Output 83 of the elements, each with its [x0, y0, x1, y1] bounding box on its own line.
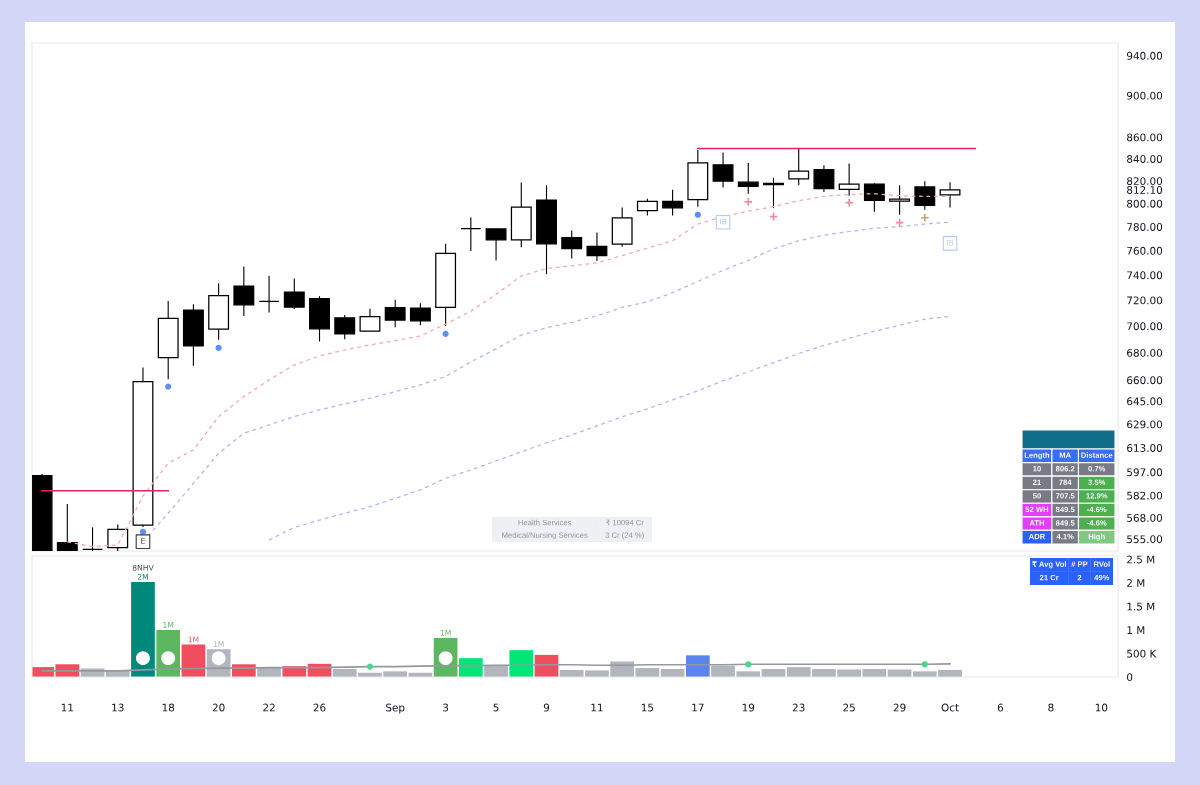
- y-tick-label: 629.00: [1127, 420, 1163, 429]
- y-tick-label: 940.00: [1126, 51, 1163, 60]
- point: [135, 534, 151, 549]
- candlestick: [813, 164, 835, 193]
- y-tick-label: 680.00: [1127, 348, 1163, 357]
- candlestick: [359, 308, 381, 332]
- point: [139, 528, 147, 535]
- point: [920, 213, 930, 223]
- candlestick: [258, 275, 280, 314]
- y-tick-label: 555.00: [1127, 535, 1163, 544]
- candlestick: [662, 189, 684, 217]
- y-tick-label: 660.00: [1127, 376, 1163, 385]
- y-tick-label: 740.00: [1127, 271, 1163, 280]
- y-tick-label: 2 M: [1127, 579, 1145, 587]
- x-tick-label: Sep: [386, 703, 405, 714]
- y-tick-label: 1.5 M: [1127, 602, 1155, 611]
- y-tick-label: 840.00: [1127, 155, 1163, 163]
- point: [215, 344, 222, 351]
- candlestick: [409, 302, 431, 326]
- point: [165, 383, 172, 390]
- x-tick-label: 29: [893, 703, 906, 712]
- x-tick-label: 19: [742, 703, 755, 712]
- y-tick-label: 1 M: [1127, 626, 1145, 634]
- candlestick: [889, 184, 911, 216]
- x-tick-label: 15: [641, 703, 654, 712]
- candlestick: [56, 503, 78, 551]
- y-tick-label: 568.00: [1127, 514, 1163, 522]
- point: [694, 211, 701, 218]
- point: [442, 330, 449, 337]
- candlestick: [233, 265, 255, 317]
- y-tick-label: 820.00: [1127, 177, 1163, 186]
- candlestick: [863, 182, 885, 213]
- bar: [887, 669, 912, 677]
- y-tick-label: 900.00: [1126, 91, 1163, 100]
- x-tick-label: 11: [61, 703, 73, 712]
- x-tick-label: 6: [997, 703, 1004, 712]
- y-tick-label: 582.00: [1127, 491, 1163, 500]
- y-tick-label: 760.00: [1127, 246, 1163, 255]
- y-tick-label: 800.00: [1127, 199, 1163, 208]
- x-tick-label: 22: [263, 703, 275, 712]
- candlestick: [334, 314, 356, 340]
- candlestick: [586, 232, 608, 262]
- y-tick-label: 0: [1127, 673, 1133, 682]
- candlestick: [788, 147, 810, 186]
- candlestick: [939, 181, 961, 209]
- candlestick: [838, 162, 860, 197]
- candlestick: [283, 277, 305, 310]
- x-tick-label: Oct: [941, 703, 959, 712]
- x-tick-label: 11: [591, 703, 603, 712]
- candlestick: [712, 152, 734, 188]
- candlestick: [914, 180, 936, 211]
- x-tick-label: 10: [1095, 703, 1108, 712]
- y-tick-label: 812.10: [1127, 186, 1163, 194]
- candlestick: [82, 526, 103, 551]
- x-tick-label: 20: [212, 703, 225, 712]
- bar: [509, 650, 534, 677]
- x-tick-label: 23: [792, 703, 805, 712]
- candlestick: [107, 523, 129, 551]
- y-tick-label: 2.5 M: [1127, 555, 1155, 564]
- candlestick: [561, 229, 583, 260]
- y-tick-label: 700.00: [1127, 322, 1163, 331]
- x-tick-label: 5: [493, 703, 499, 712]
- candlestick: [384, 299, 406, 328]
- bar: [131, 581, 155, 677]
- y-tick-label: 720.00: [1127, 296, 1163, 305]
- point: [743, 197, 753, 207]
- candlestick: [485, 227, 507, 262]
- x-tick-label: 26: [313, 703, 326, 712]
- y-tick-label: 500 K: [1127, 649, 1157, 658]
- y-tick-label: 613.00: [1127, 444, 1163, 452]
- x-tick-label: 8: [1048, 703, 1054, 712]
- candlestick: [737, 162, 759, 195]
- x-tick-label: 25: [843, 703, 855, 712]
- y-tick-label: 645.00: [1127, 397, 1163, 406]
- x-tick-label: 18: [162, 703, 175, 712]
- y-tick-label: 780.00: [1127, 223, 1163, 231]
- candlestick: [460, 216, 482, 252]
- x-tick-label: 3: [443, 703, 449, 712]
- x-tick-label: 13: [112, 703, 124, 712]
- x-tick-label: 9: [543, 703, 550, 712]
- y-tick-label: 597.00: [1127, 468, 1163, 477]
- x-tick-label: 17: [692, 703, 704, 712]
- y-tick-label: 860.00: [1127, 133, 1163, 142]
